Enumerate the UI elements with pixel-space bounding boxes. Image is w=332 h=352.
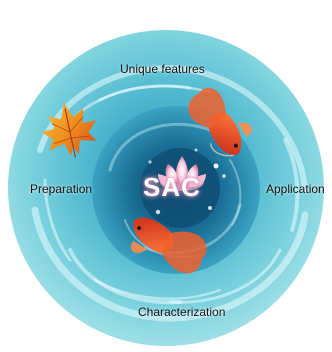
maple-leaf [41, 102, 97, 158]
bubbles [148, 148, 226, 215]
goldfish-upper [188, 88, 252, 157]
goldfish-lower [130, 217, 207, 274]
label-preparation: Preparation [30, 182, 93, 196]
label-unique-features: Unique features [120, 62, 205, 76]
lotus-flower [158, 156, 206, 191]
swirl-ripples [31, 65, 309, 322]
center-label-sac: SAC [143, 172, 201, 202]
label-application: Application [266, 182, 325, 196]
label-characterization: Characterization [138, 305, 226, 319]
